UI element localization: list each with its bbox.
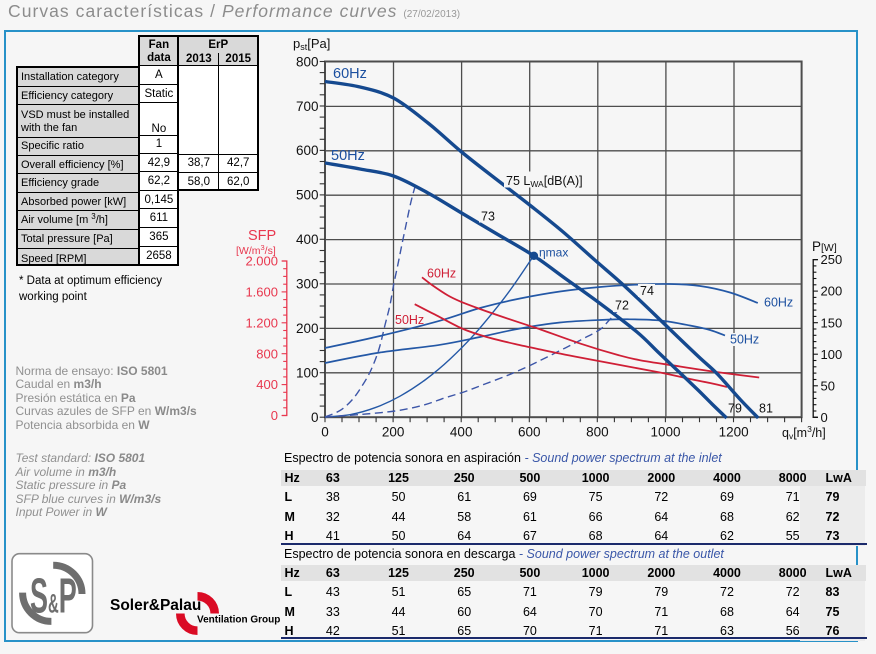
svg-text:400: 400 (256, 377, 278, 392)
svg-text:800: 800 (296, 54, 319, 69)
svg-text:400: 400 (296, 232, 319, 247)
svg-text:600: 600 (296, 143, 319, 158)
svg-text:qv[m3/h]: qv[m3/h] (782, 424, 826, 441)
svg-text:0: 0 (311, 410, 319, 425)
svg-text:60Hz: 60Hz (764, 296, 793, 310)
svg-text:60Hz: 60Hz (427, 267, 456, 281)
svg-text:Ventilation Group: Ventilation Group (197, 615, 280, 626)
svg-text:200: 200 (382, 425, 405, 440)
svg-text:73: 73 (481, 210, 495, 224)
svg-text:75 LWA[dB(A)]: 75 LWA[dB(A)] (506, 174, 583, 189)
svg-text:ηmax: ηmax (539, 246, 568, 260)
svg-text:200: 200 (821, 284, 843, 299)
svg-text:2.000: 2.000 (245, 254, 278, 269)
svg-text:60Hz: 60Hz (333, 66, 367, 82)
svg-text:600: 600 (518, 425, 541, 440)
svg-text:100: 100 (821, 347, 843, 362)
svg-text:1000: 1000 (650, 425, 680, 440)
svg-text:Soler&Palau: Soler&Palau (110, 597, 201, 614)
svg-text:100: 100 (296, 366, 319, 381)
svg-text:400: 400 (450, 425, 473, 440)
svg-text:300: 300 (296, 277, 319, 292)
svg-text:74: 74 (640, 284, 654, 298)
svg-text:0: 0 (821, 410, 828, 425)
svg-text:72: 72 (615, 299, 629, 313)
svg-text:1.200: 1.200 (245, 315, 278, 330)
svg-text:1.600: 1.600 (245, 285, 278, 300)
svg-text:700: 700 (296, 99, 319, 114)
svg-text:250: 250 (821, 252, 843, 267)
svg-text:1200: 1200 (719, 425, 749, 440)
svg-text:50: 50 (821, 378, 835, 393)
svg-text:500: 500 (296, 188, 319, 203)
svg-text:800: 800 (256, 346, 278, 361)
svg-text:50Hz: 50Hz (730, 333, 759, 347)
svg-text:[W/m3/s]: [W/m3/s] (236, 243, 276, 257)
svg-text:200: 200 (296, 321, 319, 336)
svg-text:P[W]: P[W] (812, 239, 837, 254)
svg-text:50Hz: 50Hz (331, 148, 365, 164)
svg-text:0: 0 (271, 408, 278, 423)
svg-text:0: 0 (321, 425, 329, 440)
svg-text:81: 81 (759, 402, 773, 416)
svg-text:800: 800 (586, 425, 609, 440)
svg-text:79: 79 (728, 402, 742, 416)
svg-text:50Hz: 50Hz (395, 313, 424, 327)
svg-text:SFP: SFP (248, 228, 276, 244)
svg-text:150: 150 (821, 315, 843, 330)
